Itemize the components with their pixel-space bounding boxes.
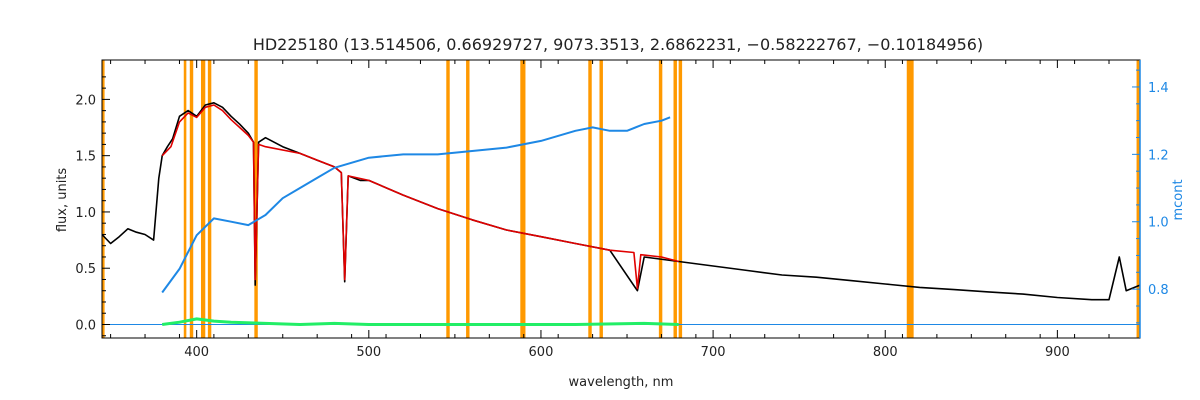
mask-band-12	[673, 60, 677, 338]
y-axis-right-label: mcont	[1171, 179, 1186, 220]
y-left-tick-label: 1.0	[75, 206, 96, 221]
y-right-tick-label: 1.2	[1148, 148, 1169, 163]
mask-band-3	[200, 60, 206, 338]
x-axis-label: wavelength, nm	[569, 375, 674, 390]
mask-band-9	[588, 60, 592, 338]
x-tick-label: 600	[529, 345, 554, 360]
mask-band-0	[102, 60, 105, 338]
x-tick-label: 800	[873, 345, 898, 360]
y-left-tick-label: 0.0	[75, 318, 96, 333]
y-left-tick-label: 2.0	[75, 93, 96, 108]
y-right-tick-label: 0.8	[1148, 283, 1169, 298]
y-right-tick-label: 1.4	[1148, 81, 1169, 96]
axes-layer: 400 500 600 700 800 900 0.0 0.5 1.0 1.5 2.0 0.8 1.0 1…	[75, 59, 1169, 360]
chart-title: HD225180 (13.514506, 0.66929727, 9073.35…	[253, 35, 983, 54]
mask-band-11	[658, 60, 663, 338]
x-tick-label: 700	[701, 345, 726, 360]
mask-band-1	[183, 60, 187, 338]
series-line-mcont	[161, 116, 671, 294]
mask-band-7	[466, 60, 470, 338]
y-left-tick-label: 0.5	[75, 262, 96, 277]
y-left-tick-label: 1.5	[75, 150, 96, 165]
mask-band-15	[1136, 60, 1140, 338]
plot-layer	[101, 60, 1141, 338]
mask-band-6	[446, 60, 450, 338]
mask-band-4	[207, 60, 212, 338]
mask-band-8	[520, 60, 526, 338]
mask-band-14	[906, 60, 914, 338]
mask-band-5	[254, 60, 258, 338]
x-tick-label: 400	[184, 345, 209, 360]
series-line-residuals	[162, 317, 679, 326]
mask-band-10	[599, 60, 603, 338]
mask-band-13	[678, 60, 683, 338]
y-axis-left-label: flux, units	[55, 168, 70, 233]
x-tick-label: 500	[356, 345, 381, 360]
mask-band-2	[189, 60, 194, 338]
y-right-tick-label: 1.0	[1148, 216, 1169, 231]
x-tick-label: 900	[1045, 345, 1070, 360]
series-line-observed-flux	[101, 102, 1141, 301]
